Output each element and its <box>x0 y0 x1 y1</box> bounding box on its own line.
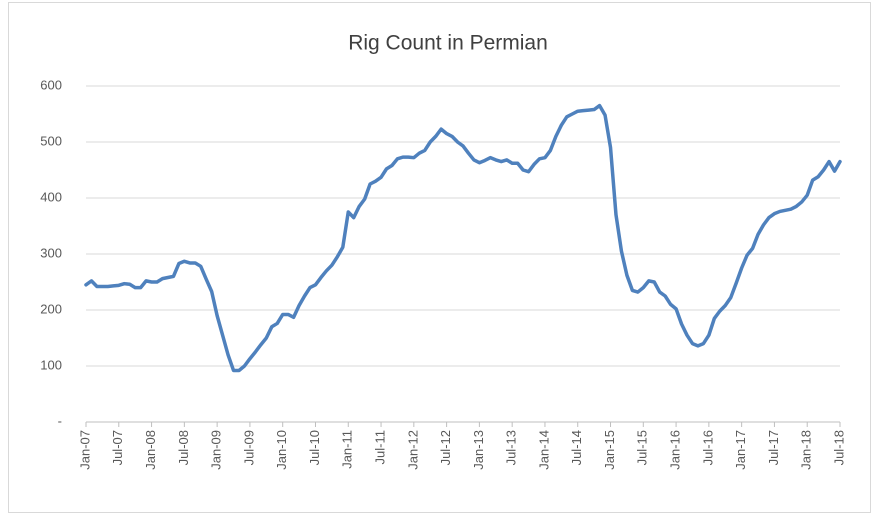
x-tick-label: Jan-10 <box>274 430 289 470</box>
x-tick-label: Jan-11 <box>340 430 355 469</box>
x-tick-label: Jan-08 <box>143 430 158 470</box>
x-tick-label: Jul-07 <box>110 430 125 465</box>
x-tick-label: Jul-08 <box>176 430 191 465</box>
x-tick-label: Jan-15 <box>602 430 617 470</box>
chart-title: Rig Count in Permian <box>348 32 548 55</box>
x-tick-label: Jul-09 <box>241 430 256 465</box>
x-tick-label: Jul-11 <box>372 430 387 464</box>
x-tick-label: Jul-12 <box>438 430 453 465</box>
y-tick-label: 600 <box>40 77 62 92</box>
y-tick-label: - <box>58 413 62 428</box>
x-tick-label: Jul-14 <box>569 430 584 465</box>
x-tick-label: Jul-16 <box>700 430 715 465</box>
data-line <box>84 103 842 373</box>
x-tick-label: Jul-18 <box>831 430 846 465</box>
x-tick-label: Jul-17 <box>766 430 781 465</box>
x-tick-label: Jan-14 <box>536 430 551 470</box>
chart-frame <box>8 2 871 513</box>
x-tick-label: Jan-12 <box>405 430 420 470</box>
y-tick-label: 200 <box>40 301 62 316</box>
y-tick-label: 100 <box>40 357 62 372</box>
y-tick-label: 300 <box>40 245 62 260</box>
x-tick-label: Jan-18 <box>799 430 814 470</box>
x-tick-label: Jan-17 <box>733 430 748 470</box>
x-tick-label: Jan-07 <box>77 430 92 470</box>
y-tick-label: 400 <box>40 189 62 204</box>
x-tick-label: Jul-13 <box>504 430 519 465</box>
x-tick-label: Jan-09 <box>209 430 224 470</box>
y-tick-label: 500 <box>40 133 62 148</box>
x-tick-label: Jul-10 <box>307 430 322 465</box>
x-tick-label: Jan-16 <box>668 430 683 470</box>
x-tick-label: Jan-13 <box>471 430 486 470</box>
x-tick-label: Jul-15 <box>635 430 650 465</box>
